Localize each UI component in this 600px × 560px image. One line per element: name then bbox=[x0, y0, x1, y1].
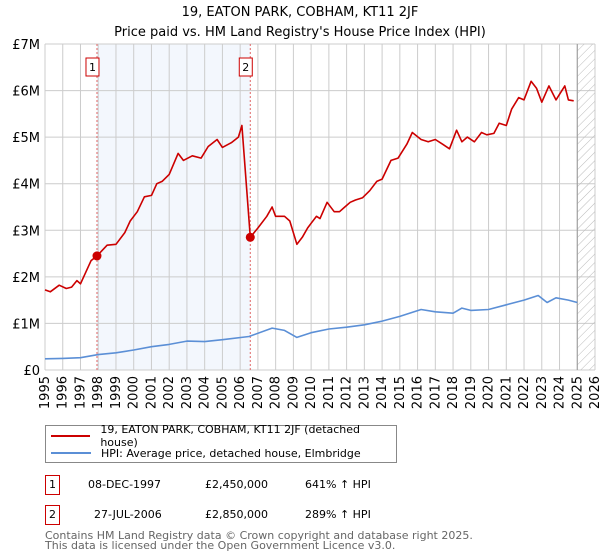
x-tick-label: 2009 bbox=[286, 376, 301, 409]
chart-title: 19, EATON PARK, COBHAM, KT11 2JF bbox=[182, 5, 419, 20]
sale-date: 08-DEC-1997 bbox=[88, 478, 162, 491]
x-tick-label: 2000 bbox=[127, 376, 142, 409]
x-tick-label: 2003 bbox=[180, 376, 195, 409]
sale-hpi: 641% ↑ HPI bbox=[305, 478, 371, 491]
legend: 19, EATON PARK, COBHAM, KT11 2JF (detach… bbox=[45, 423, 397, 463]
x-tick-label: 2004 bbox=[198, 376, 213, 409]
sale-price: £2,450,000 bbox=[205, 478, 268, 491]
sale-hpi: 289% ↑ HPI bbox=[305, 508, 371, 521]
legend-swatch-blue bbox=[51, 452, 91, 454]
x-tick-label: 1995 bbox=[38, 376, 53, 409]
x-tick-label: 2002 bbox=[162, 376, 177, 409]
sale-marker-label: 2 bbox=[242, 61, 249, 74]
y-tick-label: £7M bbox=[12, 38, 40, 53]
y-tick-label: £0 bbox=[23, 364, 40, 379]
chart-subtitle: Price paid vs. HM Land Registry's House … bbox=[114, 25, 486, 40]
y-tick-label: £4M bbox=[12, 178, 40, 193]
ownership-band bbox=[96, 44, 251, 370]
sale-marker-label: 1 bbox=[89, 61, 96, 74]
price-chart: 19, EATON PARK, COBHAM, KT11 2JF Price p… bbox=[12, 5, 600, 409]
sale-marker-box bbox=[238, 57, 253, 77]
legend-label: HPI: Average price, detached house, Elmb… bbox=[101, 446, 361, 460]
y-tick-label: £5M bbox=[12, 131, 40, 146]
sale-point bbox=[92, 251, 102, 261]
legend-label: 19, EATON PARK, COBHAM, KT11 2JF (detach… bbox=[100, 423, 361, 449]
x-tick-label: 2025 bbox=[570, 376, 585, 409]
x-tick-label: 2026 bbox=[588, 376, 600, 409]
x-tick-label: 2006 bbox=[233, 376, 248, 409]
x-tick-label: 2021 bbox=[499, 376, 514, 409]
x-tick-label: 2016 bbox=[411, 376, 426, 409]
y-tick-label: £3M bbox=[12, 224, 40, 239]
x-tick-label: 2011 bbox=[322, 376, 337, 409]
x-tick-label: 1996 bbox=[56, 376, 71, 409]
x-tick-label: 2010 bbox=[304, 376, 319, 409]
y-tick-label: £6M bbox=[12, 85, 40, 100]
x-tick-label: 2023 bbox=[535, 376, 550, 409]
x-tick-label: 1999 bbox=[109, 376, 124, 409]
legend-item-hpi: HPI: Average price, detached house, Elmb… bbox=[51, 446, 361, 460]
table-row: 2 27-JUL-2006 £2,850,000 289% ↑ HPI bbox=[45, 505, 445, 525]
x-tick-label: 2013 bbox=[357, 376, 372, 409]
y-tick-label: £2M bbox=[12, 271, 40, 286]
x-tick-label: 2018 bbox=[446, 376, 461, 409]
sale-badge: 1 bbox=[45, 475, 60, 495]
x-tick-label: 2020 bbox=[482, 376, 497, 409]
x-tick-label: 2015 bbox=[393, 376, 408, 409]
forecast-hatch bbox=[577, 44, 595, 370]
x-tick-label: 2022 bbox=[517, 376, 532, 409]
x-tick-label: 2007 bbox=[251, 376, 266, 409]
x-tick-label: 1998 bbox=[91, 376, 106, 409]
legend-item-property: 19, EATON PARK, COBHAM, KT11 2JF (detach… bbox=[51, 423, 396, 449]
x-tick-label: 2008 bbox=[269, 376, 284, 409]
series-line bbox=[44, 294, 578, 360]
sale-badge: 2 bbox=[45, 505, 60, 525]
table-row: 1 08-DEC-1997 £2,450,000 641% ↑ HPI bbox=[45, 475, 445, 495]
x-tick-label: 1997 bbox=[73, 376, 88, 409]
footer: Contains HM Land Registry data © Crown c… bbox=[45, 529, 473, 552]
footer-copyright: Contains HM Land Registry data © Crown c… bbox=[45, 529, 473, 542]
x-tick-label: 2019 bbox=[464, 376, 479, 409]
sale-marker-box bbox=[85, 57, 100, 77]
x-tick-label: 2012 bbox=[340, 376, 355, 409]
x-tick-label: 2024 bbox=[553, 376, 568, 409]
sale-price: £2,850,000 bbox=[205, 508, 268, 521]
y-tick-label: £1M bbox=[12, 317, 40, 332]
footer-licence: This data is licensed under the Open Gov… bbox=[45, 539, 396, 552]
x-tick-label: 2001 bbox=[144, 376, 159, 409]
legend-swatch-red bbox=[51, 435, 91, 437]
sale-date: 27-JUL-2006 bbox=[94, 508, 162, 521]
x-tick-label: 2017 bbox=[428, 376, 443, 409]
sale-point bbox=[245, 232, 255, 242]
x-tick-label: 2005 bbox=[215, 376, 230, 409]
series-line bbox=[44, 80, 574, 293]
x-tick-label: 2014 bbox=[375, 376, 390, 409]
